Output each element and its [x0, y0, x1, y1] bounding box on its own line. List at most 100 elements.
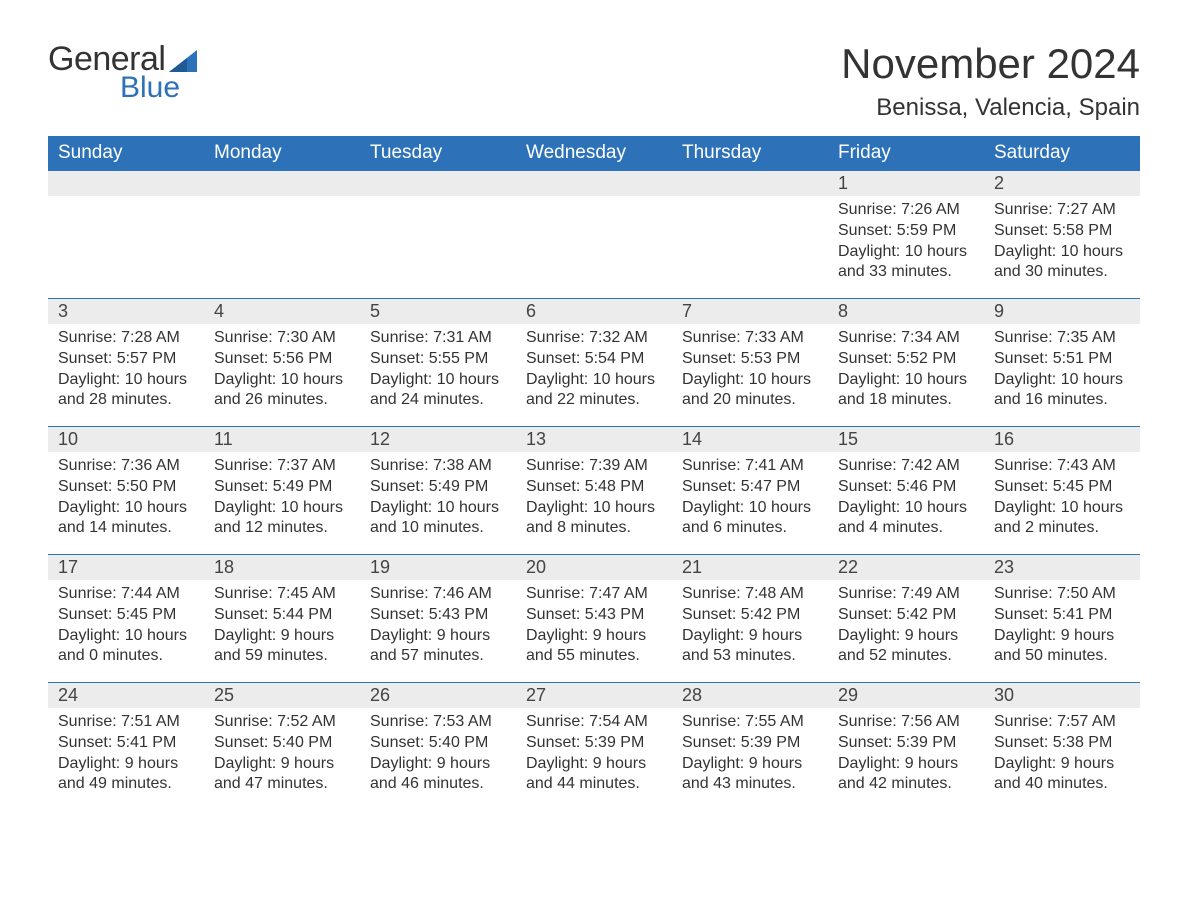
daylight-line1: Daylight: 10 hours — [838, 242, 974, 263]
daylight-line2: and 53 minutes. — [682, 646, 818, 667]
daylight-line2: and 42 minutes. — [838, 774, 974, 795]
sunrise-text: Sunrise: 7:39 AM — [526, 456, 662, 477]
sunset-text: Sunset: 5:45 PM — [58, 605, 194, 626]
day-number: 19 — [360, 555, 516, 580]
day-cell: 7Sunrise: 7:33 AMSunset: 5:53 PMDaylight… — [672, 299, 828, 427]
day-details: Sunrise: 7:57 AMSunset: 5:38 PMDaylight:… — [984, 708, 1140, 801]
sunrise-text: Sunrise: 7:31 AM — [370, 328, 506, 349]
daylight-line1: Daylight: 10 hours — [370, 498, 506, 519]
daylight-line1: Daylight: 10 hours — [994, 498, 1130, 519]
sunset-text: Sunset: 5:47 PM — [682, 477, 818, 498]
day-cell: 20Sunrise: 7:47 AMSunset: 5:43 PMDayligh… — [516, 555, 672, 683]
daylight-line2: and 26 minutes. — [214, 390, 350, 411]
daylight-line1: Daylight: 10 hours — [994, 242, 1130, 263]
sunset-text: Sunset: 5:56 PM — [214, 349, 350, 370]
day-details: Sunrise: 7:31 AMSunset: 5:55 PMDaylight:… — [360, 324, 516, 417]
day-number: 2 — [984, 171, 1140, 196]
daylight-line1: Daylight: 9 hours — [214, 754, 350, 775]
sunset-text: Sunset: 5:57 PM — [58, 349, 194, 370]
day-number: 4 — [204, 299, 360, 324]
day-details: Sunrise: 7:43 AMSunset: 5:45 PMDaylight:… — [984, 452, 1140, 545]
day-details: Sunrise: 7:34 AMSunset: 5:52 PMDaylight:… — [828, 324, 984, 417]
sunrise-text: Sunrise: 7:35 AM — [994, 328, 1130, 349]
sunset-text: Sunset: 5:44 PM — [214, 605, 350, 626]
day-cell: 24Sunrise: 7:51 AMSunset: 5:41 PMDayligh… — [48, 683, 204, 811]
day-number — [672, 171, 828, 196]
daylight-line2: and 20 minutes. — [682, 390, 818, 411]
day-cell: 27Sunrise: 7:54 AMSunset: 5:39 PMDayligh… — [516, 683, 672, 811]
day-number: 24 — [48, 683, 204, 708]
sunrise-text: Sunrise: 7:53 AM — [370, 712, 506, 733]
calendar-table: Sunday Monday Tuesday Wednesday Thursday… — [48, 136, 1140, 811]
day-number: 6 — [516, 299, 672, 324]
sunrise-text: Sunrise: 7:28 AM — [58, 328, 194, 349]
day-number: 20 — [516, 555, 672, 580]
day-details: Sunrise: 7:39 AMSunset: 5:48 PMDaylight:… — [516, 452, 672, 545]
sunrise-text: Sunrise: 7:38 AM — [370, 456, 506, 477]
week-row: 17Sunrise: 7:44 AMSunset: 5:45 PMDayligh… — [48, 555, 1140, 683]
daylight-line1: Daylight: 10 hours — [526, 370, 662, 391]
empty-cell — [204, 171, 360, 299]
daylight-line1: Daylight: 9 hours — [682, 626, 818, 647]
daylight-line2: and 52 minutes. — [838, 646, 974, 667]
day-details: Sunrise: 7:33 AMSunset: 5:53 PMDaylight:… — [672, 324, 828, 417]
sunrise-text: Sunrise: 7:26 AM — [838, 200, 974, 221]
sunrise-text: Sunrise: 7:37 AM — [214, 456, 350, 477]
day-number — [360, 171, 516, 196]
month-title: November 2024 — [841, 40, 1140, 88]
sunset-text: Sunset: 5:45 PM — [994, 477, 1130, 498]
sunrise-text: Sunrise: 7:52 AM — [214, 712, 350, 733]
day-number: 9 — [984, 299, 1140, 324]
day-number — [48, 171, 204, 196]
daylight-line1: Daylight: 9 hours — [58, 754, 194, 775]
daylight-line2: and 50 minutes. — [994, 646, 1130, 667]
day-details: Sunrise: 7:30 AMSunset: 5:56 PMDaylight:… — [204, 324, 360, 417]
sunrise-text: Sunrise: 7:30 AM — [214, 328, 350, 349]
day-details: Sunrise: 7:50 AMSunset: 5:41 PMDaylight:… — [984, 580, 1140, 673]
day-details: Sunrise: 7:35 AMSunset: 5:51 PMDaylight:… — [984, 324, 1140, 417]
dow-thursday: Thursday — [672, 136, 828, 171]
daylight-line1: Daylight: 10 hours — [682, 370, 818, 391]
daylight-line1: Daylight: 10 hours — [370, 370, 506, 391]
day-details: Sunrise: 7:28 AMSunset: 5:57 PMDaylight:… — [48, 324, 204, 417]
sunset-text: Sunset: 5:53 PM — [682, 349, 818, 370]
week-row: 24Sunrise: 7:51 AMSunset: 5:41 PMDayligh… — [48, 683, 1140, 811]
day-details: Sunrise: 7:26 AMSunset: 5:59 PMDaylight:… — [828, 196, 984, 289]
daylight-line1: Daylight: 9 hours — [526, 626, 662, 647]
day-details: Sunrise: 7:45 AMSunset: 5:44 PMDaylight:… — [204, 580, 360, 673]
sunset-text: Sunset: 5:41 PM — [994, 605, 1130, 626]
sunset-text: Sunset: 5:42 PM — [682, 605, 818, 626]
daylight-line2: and 4 minutes. — [838, 518, 974, 539]
day-cell: 22Sunrise: 7:49 AMSunset: 5:42 PMDayligh… — [828, 555, 984, 683]
daylight-line1: Daylight: 10 hours — [838, 370, 974, 391]
day-cell: 26Sunrise: 7:53 AMSunset: 5:40 PMDayligh… — [360, 683, 516, 811]
day-number: 3 — [48, 299, 204, 324]
daylight-line1: Daylight: 10 hours — [526, 498, 662, 519]
empty-cell — [360, 171, 516, 299]
day-details: Sunrise: 7:36 AMSunset: 5:50 PMDaylight:… — [48, 452, 204, 545]
location: Benissa, Valencia, Spain — [841, 94, 1140, 122]
daylight-line2: and 0 minutes. — [58, 646, 194, 667]
daylight-line2: and 59 minutes. — [214, 646, 350, 667]
dow-monday: Monday — [204, 136, 360, 171]
sunrise-text: Sunrise: 7:46 AM — [370, 584, 506, 605]
week-row: 1Sunrise: 7:26 AMSunset: 5:59 PMDaylight… — [48, 171, 1140, 299]
page: General Blue November 2024 Benissa, Vale… — [0, 0, 1188, 918]
sunset-text: Sunset: 5:38 PM — [994, 733, 1130, 754]
day-number: 8 — [828, 299, 984, 324]
daylight-line1: Daylight: 10 hours — [214, 498, 350, 519]
daylight-line2: and 28 minutes. — [58, 390, 194, 411]
daylight-line2: and 47 minutes. — [214, 774, 350, 795]
day-cell: 29Sunrise: 7:56 AMSunset: 5:39 PMDayligh… — [828, 683, 984, 811]
sunset-text: Sunset: 5:40 PM — [214, 733, 350, 754]
day-number: 18 — [204, 555, 360, 580]
day-details: Sunrise: 7:37 AMSunset: 5:49 PMDaylight:… — [204, 452, 360, 545]
sunset-text: Sunset: 5:43 PM — [526, 605, 662, 626]
daylight-line2: and 46 minutes. — [370, 774, 506, 795]
day-number: 14 — [672, 427, 828, 452]
sunset-text: Sunset: 5:58 PM — [994, 221, 1130, 242]
sunset-text: Sunset: 5:42 PM — [838, 605, 974, 626]
day-cell: 14Sunrise: 7:41 AMSunset: 5:47 PMDayligh… — [672, 427, 828, 555]
daylight-line1: Daylight: 9 hours — [682, 754, 818, 775]
empty-cell — [672, 171, 828, 299]
